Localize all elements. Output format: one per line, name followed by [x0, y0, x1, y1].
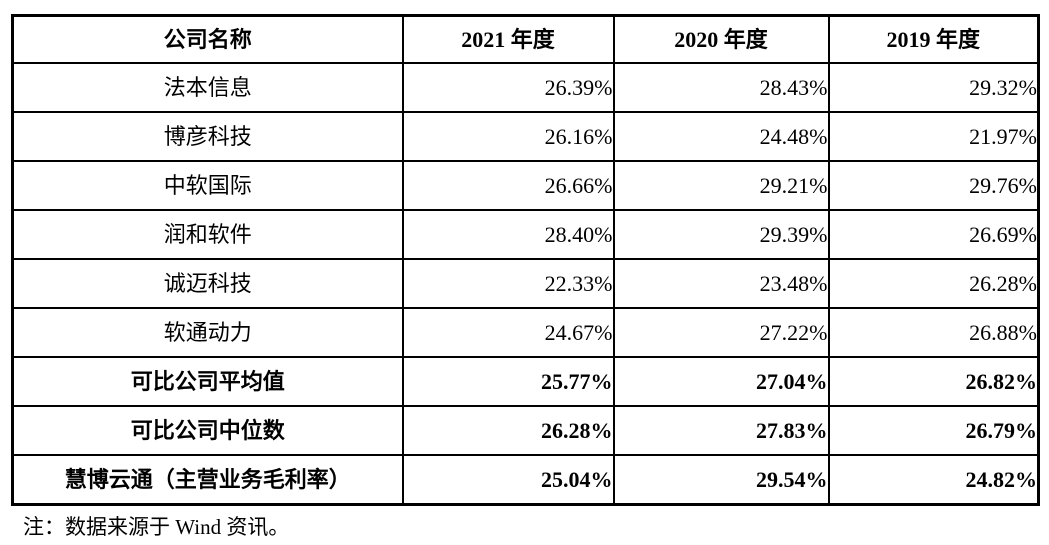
- table-row-average: 可比公司平均值 25.77% 27.04% 26.82%: [11, 356, 1040, 407]
- value-2020: 29.54%: [612, 454, 830, 506]
- value-2019: 29.32%: [827, 62, 1040, 113]
- value-2020: 29.39%: [612, 209, 830, 260]
- value-2020: 27.83%: [612, 405, 830, 456]
- column-header-2021: 2021 年度: [401, 14, 615, 64]
- table-row: 法本信息 26.39% 28.43% 29.32%: [11, 62, 1040, 113]
- column-header-2019: 2019 年度: [827, 14, 1040, 64]
- table-row-median: 可比公司中位数 26.28% 27.83% 26.79%: [11, 405, 1040, 456]
- value-2021: 26.66%: [401, 160, 615, 211]
- value-2021: 25.77%: [401, 356, 615, 407]
- value-2019: 26.79%: [827, 405, 1040, 456]
- row-label-average: 可比公司平均值: [11, 356, 404, 407]
- value-2020: 24.48%: [612, 111, 830, 162]
- column-header-2020: 2020 年度: [612, 14, 830, 64]
- gross-margin-comparison-table: 公司名称 2021 年度 2020 年度 2019 年度 法本信息 26.39%…: [11, 14, 1040, 506]
- company-name: 法本信息: [11, 62, 404, 113]
- value-2020: 27.04%: [612, 356, 830, 407]
- source-note: 注：数据来源于 Wind 资讯。: [23, 515, 290, 539]
- value-2019: 21.97%: [827, 111, 1040, 162]
- value-2019: 26.88%: [827, 307, 1040, 358]
- value-2019: 26.28%: [827, 258, 1040, 309]
- value-2019: 26.69%: [827, 209, 1040, 260]
- value-2021: 25.04%: [401, 454, 615, 506]
- value-2021: 26.28%: [401, 405, 615, 456]
- table-header-row: 公司名称 2021 年度 2020 年度 2019 年度: [11, 14, 1040, 64]
- value-2019: 24.82%: [827, 454, 1040, 506]
- table-row: 博彦科技 26.16% 24.48% 21.97%: [11, 111, 1040, 162]
- table-row: 诚迈科技 22.33% 23.48% 26.28%: [11, 258, 1040, 309]
- value-2021: 22.33%: [401, 258, 615, 309]
- value-2021: 24.67%: [401, 307, 615, 358]
- value-2021: 28.40%: [401, 209, 615, 260]
- row-label-median: 可比公司中位数: [11, 405, 404, 456]
- value-2021: 26.39%: [401, 62, 615, 113]
- value-2020: 27.22%: [612, 307, 830, 358]
- table-row: 中软国际 26.66% 29.21% 29.76%: [11, 160, 1040, 211]
- row-label-issuer: 慧博云通（主营业务毛利率）: [11, 454, 404, 506]
- value-2020: 28.43%: [612, 62, 830, 113]
- table-row: 软通动力 24.67% 27.22% 26.88%: [11, 307, 1040, 358]
- column-header-company-name: 公司名称: [11, 14, 404, 64]
- value-2019: 26.82%: [827, 356, 1040, 407]
- company-name: 中软国际: [11, 160, 404, 211]
- company-name: 润和软件: [11, 209, 404, 260]
- company-name: 诚迈科技: [11, 258, 404, 309]
- company-name: 博彦科技: [11, 111, 404, 162]
- table-row-issuer: 慧博云通（主营业务毛利率） 25.04% 29.54% 24.82%: [11, 454, 1040, 506]
- value-2020: 29.21%: [612, 160, 830, 211]
- table-row: 润和软件 28.40% 29.39% 26.69%: [11, 209, 1040, 260]
- value-2021: 26.16%: [401, 111, 615, 162]
- company-name: 软通动力: [11, 307, 404, 358]
- value-2020: 23.48%: [612, 258, 830, 309]
- value-2019: 29.76%: [827, 160, 1040, 211]
